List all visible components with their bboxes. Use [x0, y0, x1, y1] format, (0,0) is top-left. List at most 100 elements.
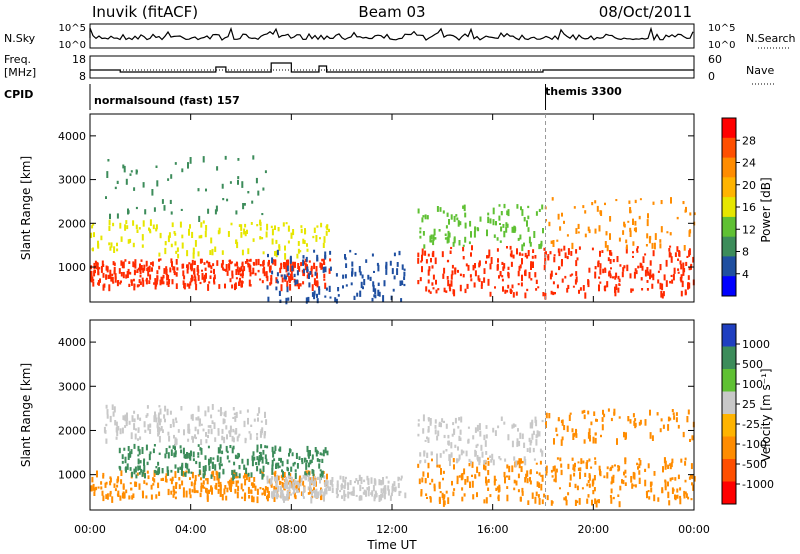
data-cell-region-4 — [307, 296, 310, 303]
y-tick-label: 1000 — [58, 261, 86, 274]
data-cell-region-1 — [113, 262, 116, 266]
data-cell-region-2 — [126, 225, 129, 230]
data-cell-region-7 — [615, 199, 618, 202]
data-cell-region-1 — [231, 273, 234, 279]
data-cell-region-1 — [199, 492, 202, 498]
data-cell-region-3 — [133, 423, 136, 430]
data-cell-region-2 — [155, 466, 158, 469]
data-cell-region-5 — [421, 248, 424, 256]
data-cell-region-2 — [281, 460, 284, 467]
data-cell-region-5 — [681, 280, 684, 288]
data-cell-region-1 — [311, 274, 314, 278]
data-cell-region-5 — [512, 254, 515, 259]
data-cell-region-5 — [496, 263, 499, 270]
data-cell-region-1 — [175, 272, 178, 277]
data-cell-region-6 — [538, 431, 541, 437]
data-cell-region-5 — [567, 248, 570, 255]
beam-title: Beam 03 — [358, 3, 425, 21]
data-cell-region-5 — [503, 263, 506, 269]
data-cell-region-3 — [158, 405, 161, 408]
data-cell-region-2 — [190, 450, 192, 457]
data-cell-region-4 — [394, 486, 397, 491]
data-cell-region-7 — [625, 239, 628, 244]
data-cell-region-7 — [618, 416, 621, 419]
data-cell-region-7 — [659, 243, 662, 249]
data-cell-region-1 — [292, 261, 295, 269]
data-cell-region-2 — [238, 473, 241, 479]
data-cell-region-2 — [198, 235, 201, 239]
data-cell-region-1 — [304, 265, 307, 271]
data-cell-region-1 — [120, 260, 123, 266]
data-cell-region-5 — [498, 486, 501, 492]
data-cell-region-1 — [189, 494, 192, 499]
data-cell-region-2 — [301, 462, 304, 465]
data-cell-region-2 — [158, 252, 161, 257]
data-cell-region-5 — [674, 494, 676, 500]
data-cell-region-6 — [470, 231, 472, 238]
data-cell-region-3 — [234, 416, 237, 422]
data-cell-region-5 — [591, 499, 593, 506]
data-cell-region-2 — [116, 248, 119, 252]
data-cell-region-5 — [571, 457, 574, 461]
data-cell-region-1 — [323, 273, 326, 279]
data-cell-region-3 — [123, 165, 126, 173]
data-cell-region-1 — [228, 479, 231, 484]
data-cell-region-1 — [304, 263, 307, 267]
data-cell-region-5 — [650, 481, 653, 486]
data-cell-region-6 — [430, 451, 433, 455]
data-cell-region-5 — [534, 272, 537, 278]
data-cell-region-5 — [471, 474, 473, 477]
data-cell-region-4 — [331, 477, 334, 482]
data-cell-region-3 — [131, 415, 134, 422]
data-cell-region-5 — [590, 466, 593, 469]
data-cell-region-1 — [240, 283, 243, 288]
data-cell-region-7 — [676, 216, 679, 220]
data-cell-region-6 — [422, 231, 425, 236]
data-cell-region-7 — [625, 244, 628, 250]
data-cell-region-5 — [432, 274, 435, 280]
data-cell-region-6 — [453, 236, 456, 242]
data-cell-region-5 — [521, 274, 523, 282]
data-cell-region-1 — [273, 495, 276, 502]
data-cell-region-6 — [521, 209, 524, 216]
data-cell-region-1 — [170, 478, 173, 485]
data-cell-region-2 — [246, 458, 249, 466]
data-cell-region-2 — [181, 464, 183, 472]
data-cell-region-6 — [503, 421, 506, 425]
data-cell-region-5 — [677, 271, 680, 274]
data-cell-region-4 — [296, 270, 299, 276]
data-cell-region-7 — [633, 420, 636, 426]
data-cell-region-5 — [431, 458, 433, 462]
data-cell-region-3 — [106, 409, 109, 415]
data-cell-region-5 — [652, 274, 655, 281]
data-cell-region-5 — [592, 490, 595, 495]
data-cell-region-5 — [625, 246, 628, 254]
data-cell-region-4 — [270, 480, 273, 484]
data-cell-region-5 — [513, 487, 516, 491]
data-cell-region-7 — [589, 434, 591, 442]
data-cell-region-6 — [503, 230, 506, 238]
data-cell-region-5 — [518, 458, 521, 464]
data-cell-region-4 — [387, 485, 390, 491]
data-cell-region-1 — [294, 261, 296, 268]
data-cell-region-6 — [442, 210, 445, 214]
data-cell-region-4 — [303, 486, 306, 493]
data-cell-region-3 — [114, 420, 117, 426]
data-cell-region-5 — [647, 271, 650, 276]
data-cell-region-7 — [593, 411, 596, 416]
data-cell-region-1 — [270, 278, 273, 285]
data-cell-region-5 — [496, 248, 499, 252]
data-cell-region-4 — [382, 477, 384, 483]
data-cell-region-5 — [545, 465, 548, 471]
data-cell-region-2 — [299, 250, 302, 253]
data-cell-region-6 — [541, 419, 544, 423]
data-cell-region-7 — [555, 427, 558, 432]
data-cell-region-2 — [285, 222, 288, 225]
data-cell-region-1 — [182, 471, 185, 477]
data-cell-region-5 — [443, 494, 446, 498]
data-cell-region-5 — [466, 284, 469, 289]
data-cell-region-2 — [234, 454, 237, 459]
data-cell-region-5 — [684, 457, 687, 461]
colorbar-swatch — [722, 276, 736, 297]
data-cell-region-1 — [112, 281, 115, 284]
